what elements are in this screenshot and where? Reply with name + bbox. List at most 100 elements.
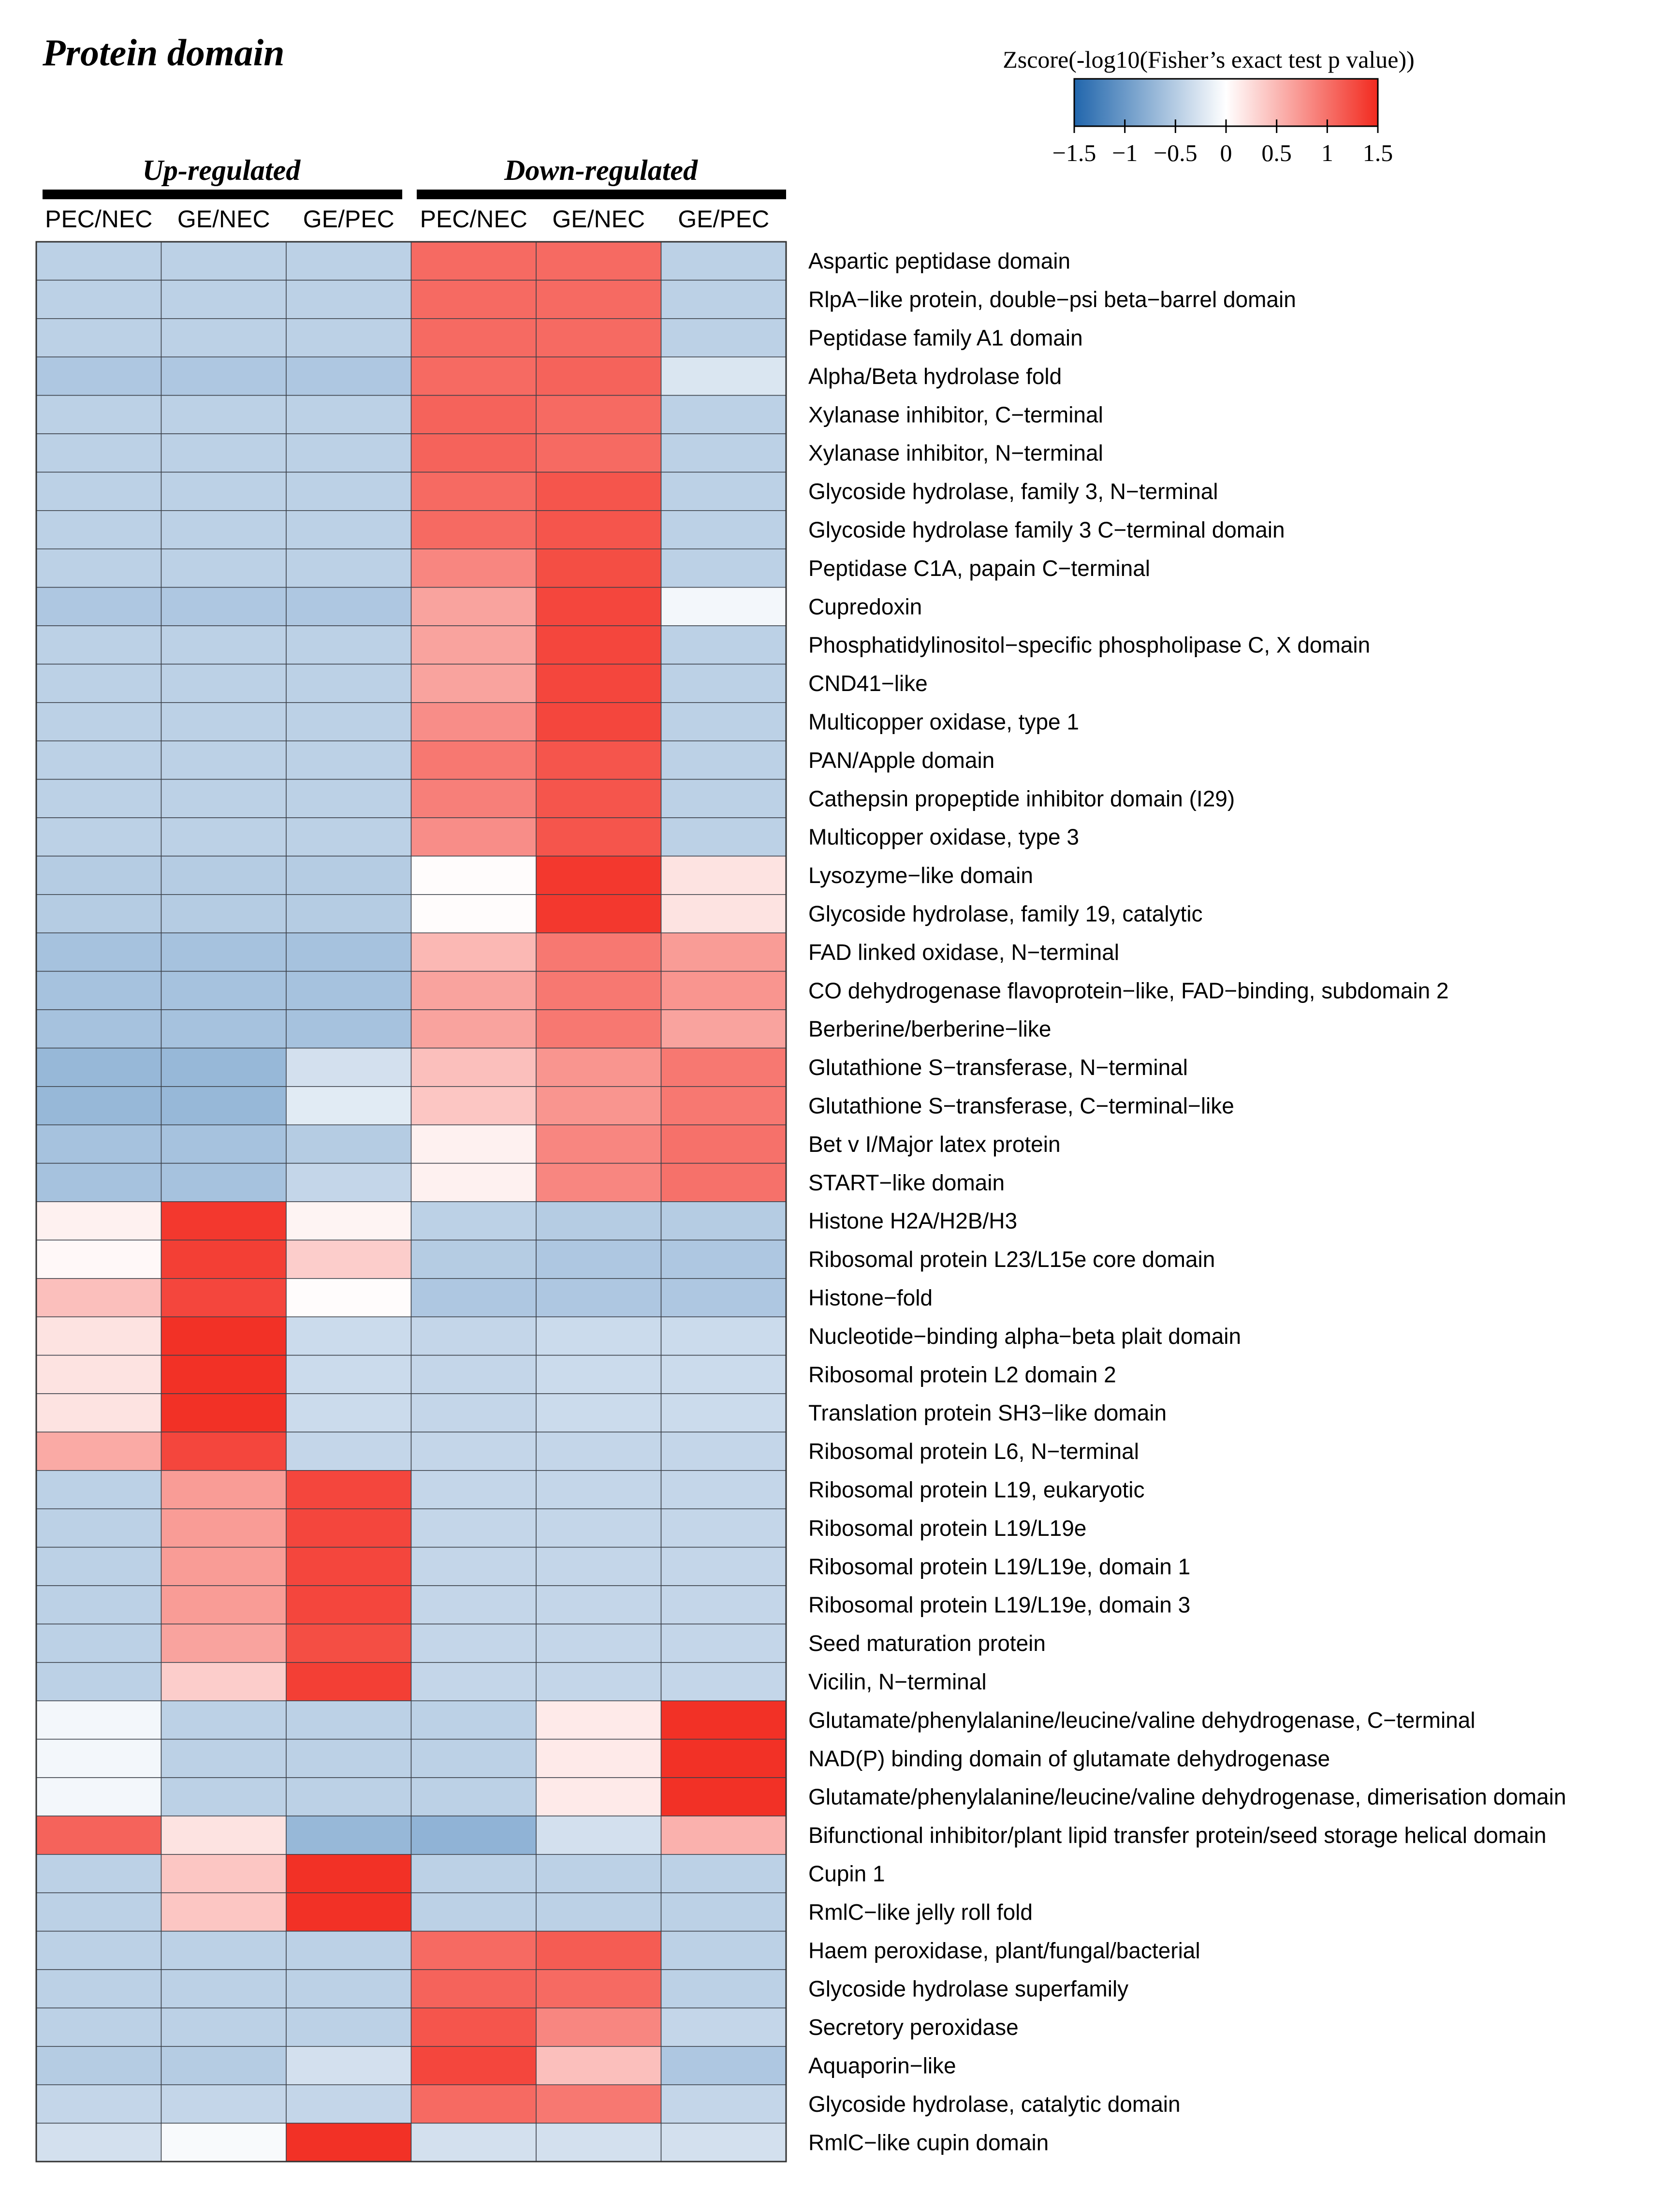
heatmap-cell (36, 1777, 162, 1817)
heatmap-cell (286, 548, 412, 588)
heatmap-cell (36, 2122, 162, 2162)
heatmap-cell (660, 510, 787, 549)
heatmap-cell (36, 1316, 162, 1356)
heatmap-cell (286, 663, 412, 703)
heatmap-cell (36, 1815, 162, 1855)
heatmap-cell (36, 433, 162, 473)
heatmap-cell (536, 241, 662, 281)
heatmap-cell (410, 280, 537, 319)
heatmap-cell (536, 2084, 662, 2124)
heatmap-cell (286, 1585, 412, 1625)
column-header: GE/NEC (552, 206, 645, 233)
heatmap-cell (36, 1854, 162, 1893)
heatmap-cell (286, 1700, 412, 1740)
row-label: Cupredoxin (808, 594, 922, 619)
heatmap-cell (536, 1009, 662, 1049)
group-bar-up (43, 190, 402, 199)
heatmap-cell (286, 241, 412, 281)
heatmap-cell (36, 779, 162, 818)
heatmap-cell (660, 471, 787, 511)
heatmap-cell (410, 1047, 537, 1087)
heatmap-cell (161, 2122, 287, 2162)
legend-tick-label: 0 (1220, 139, 1232, 166)
heatmap-cell (660, 1470, 787, 1509)
row-label: Histone−fold (808, 1285, 933, 1310)
heatmap-cell (161, 241, 287, 281)
heatmap-cell (286, 1508, 412, 1548)
heatmap-cell (36, 1700, 162, 1740)
row-label: Multicopper oxidase, type 3 (808, 824, 1079, 850)
row-label: Bifunctional inhibitor/plant lipid trans… (808, 1823, 1547, 1848)
heatmap-cell (161, 1047, 287, 1087)
heatmap-cell (660, 1431, 787, 1471)
heatmap-cell (36, 971, 162, 1010)
heatmap-cell (410, 2007, 537, 2047)
heatmap-cell (286, 1662, 412, 1701)
heatmap-cell (536, 1623, 662, 1663)
row-label: Glycoside hydrolase family 3 C−terminal … (808, 517, 1285, 543)
heatmap-cell (410, 1815, 537, 1855)
heatmap-cell (410, 1854, 537, 1893)
heatmap-cell (660, 855, 787, 895)
heatmap-cell (161, 1201, 287, 1241)
heatmap-cell (286, 1969, 412, 2009)
heatmap-cell (536, 1508, 662, 1548)
column-header: GE/NEC (177, 206, 270, 233)
heatmap-cell (536, 1546, 662, 1586)
heatmap-cell (410, 356, 537, 396)
heatmap-cell (536, 1777, 662, 1817)
heatmap-cell (410, 1700, 537, 1740)
heatmap-cell (36, 356, 162, 396)
group-label-up: Up-regulated (143, 154, 301, 186)
heatmap-cell (536, 1047, 662, 1087)
row-label: Aquaporin−like (808, 2053, 956, 2078)
heatmap-cell (660, 1393, 787, 1433)
heatmap-cell (36, 1354, 162, 1394)
heatmap-cell (536, 1815, 662, 1855)
row-label: Ribosomal protein L19/L19e, domain 1 (808, 1554, 1190, 1579)
heatmap-cell (286, 1777, 412, 1817)
heatmap-cell (660, 1777, 787, 1817)
heatmap-cell (536, 1316, 662, 1356)
heatmap-cell (660, 1892, 787, 1932)
heatmap-cell (660, 1546, 787, 1586)
heatmap-cell (536, 2046, 662, 2085)
row-label: Histone H2A/H2B/H3 (808, 1208, 1017, 1234)
legend-tick-label: 1.5 (1363, 139, 1393, 166)
heatmap-cell (660, 548, 787, 588)
heatmap-cell (410, 1623, 537, 1663)
heatmap-cell (660, 1623, 787, 1663)
heatmap-cell (410, 1009, 537, 1049)
heatmap-cell (161, 817, 287, 857)
heatmap-cell (161, 356, 287, 396)
row-label: Cathepsin propeptide inhibitor domain (I… (808, 786, 1235, 811)
heatmap-cell (660, 356, 787, 396)
heatmap-cell (36, 1930, 162, 1970)
heatmap-cell (286, 1470, 412, 1509)
heatmap-cell (36, 510, 162, 549)
heatmap-cell (410, 1969, 537, 2009)
heatmap-cell (660, 2084, 787, 2124)
heatmap-cell (536, 510, 662, 549)
row-label: Cupin 1 (808, 1861, 885, 1886)
row-label: Glycoside hydrolase, family 19, catalyti… (808, 901, 1203, 927)
heatmap-cell (660, 1163, 787, 1202)
heatmap-cell (660, 1815, 787, 1855)
heatmap-cell (36, 1201, 162, 1241)
row-label: NAD(P) binding domain of glutamate dehyd… (808, 1746, 1330, 1771)
heatmap-cell (286, 1354, 412, 1394)
heatmap-cell (36, 2046, 162, 2085)
heatmap-cell (36, 280, 162, 319)
heatmap-cell (410, 971, 537, 1010)
heatmap-cell (660, 1201, 787, 1241)
heatmap-cell (536, 1470, 662, 1509)
row-labels: Aspartic peptidase domain RlpA−like prote… (808, 249, 1566, 2155)
heatmap-cell (536, 779, 662, 818)
heatmap-cell (410, 1163, 537, 1202)
heatmap-cell (286, 471, 412, 511)
heatmap-cell (410, 548, 537, 588)
row-label: Peptidase family A1 domain (808, 325, 1083, 351)
row-label: Nucleotide−binding alpha−beta plait doma… (808, 1324, 1241, 1349)
heatmap-cell (161, 971, 287, 1010)
